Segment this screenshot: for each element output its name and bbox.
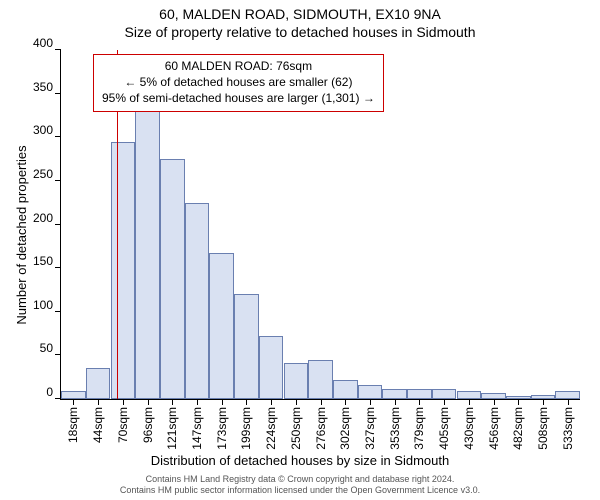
x-tick bbox=[246, 399, 247, 405]
x-tick bbox=[518, 399, 519, 405]
bar bbox=[234, 294, 259, 399]
x-tick-label: 250sqm bbox=[289, 407, 303, 450]
bar bbox=[432, 389, 457, 399]
x-tick bbox=[321, 399, 322, 405]
bar bbox=[333, 380, 358, 399]
footer: Contains HM Land Registry data © Crown c… bbox=[0, 474, 600, 496]
x-tick-label: 508sqm bbox=[536, 407, 550, 450]
bar bbox=[160, 159, 185, 399]
bar bbox=[457, 391, 482, 399]
x-tick bbox=[123, 399, 124, 405]
bar bbox=[407, 389, 432, 399]
x-tick bbox=[296, 399, 297, 405]
bar bbox=[259, 336, 284, 399]
x-tick bbox=[197, 399, 198, 405]
x-tick-label: 173sqm bbox=[215, 407, 229, 450]
footer-line1: Contains HM Land Registry data © Crown c… bbox=[0, 474, 600, 485]
y-axis-label: Number of detached properties bbox=[14, 50, 29, 420]
x-tick bbox=[370, 399, 371, 405]
x-tick-label: 456sqm bbox=[487, 407, 501, 450]
x-tick-label: 327sqm bbox=[363, 407, 377, 450]
x-tick-label: 302sqm bbox=[338, 407, 352, 450]
x-tick bbox=[73, 399, 74, 405]
x-tick-label: 96sqm bbox=[141, 407, 155, 443]
x-tick-label: 533sqm bbox=[561, 407, 575, 450]
y-tick-label: 200 bbox=[17, 211, 53, 225]
bar bbox=[86, 368, 111, 399]
bar bbox=[61, 391, 86, 399]
x-tick bbox=[543, 399, 544, 405]
x-tick-label: 147sqm bbox=[190, 407, 204, 450]
x-tick-label: 70sqm bbox=[116, 407, 130, 443]
y-tick-label: 250 bbox=[17, 167, 53, 181]
plot-area: 050100150200250300350400 60 MALDEN ROAD:… bbox=[60, 50, 580, 400]
x-tick bbox=[444, 399, 445, 405]
bar bbox=[185, 203, 210, 399]
y-tick-label: 300 bbox=[17, 123, 53, 137]
bar bbox=[308, 360, 333, 399]
x-tick-label: 430sqm bbox=[462, 407, 476, 450]
y-tick-label: 0 bbox=[17, 385, 53, 399]
chart-container: 60, MALDEN ROAD, SIDMOUTH, EX10 9NA Size… bbox=[0, 0, 600, 500]
y-tick-label: 350 bbox=[17, 80, 53, 94]
x-tick bbox=[345, 399, 346, 405]
y-tick-label: 150 bbox=[17, 254, 53, 268]
annotation-line1: 60 MALDEN ROAD: 76sqm bbox=[102, 58, 375, 74]
x-tick-label: 353sqm bbox=[388, 407, 402, 450]
x-tick bbox=[469, 399, 470, 405]
x-tick-label: 379sqm bbox=[412, 407, 426, 450]
chart-title-line1: 60, MALDEN ROAD, SIDMOUTH, EX10 9NA bbox=[0, 6, 600, 22]
footer-line2: Contains HM public sector information li… bbox=[0, 485, 600, 496]
bar bbox=[555, 391, 580, 399]
x-tick bbox=[395, 399, 396, 405]
y-tick-label: 100 bbox=[17, 298, 53, 312]
x-tick-label: 121sqm bbox=[165, 407, 179, 450]
x-tick-label: 224sqm bbox=[264, 407, 278, 450]
annotation-box: 60 MALDEN ROAD: 76sqm ← 5% of detached h… bbox=[93, 54, 384, 112]
x-tick bbox=[271, 399, 272, 405]
y-tick-label: 400 bbox=[17, 36, 53, 50]
bar bbox=[382, 389, 407, 399]
x-tick-label: 44sqm bbox=[91, 407, 105, 443]
bar bbox=[135, 102, 160, 399]
x-tick bbox=[494, 399, 495, 405]
x-tick bbox=[419, 399, 420, 405]
x-tick bbox=[98, 399, 99, 405]
bar bbox=[358, 385, 383, 399]
x-tick bbox=[148, 399, 149, 405]
x-tick-label: 405sqm bbox=[437, 407, 451, 450]
bar bbox=[209, 253, 234, 399]
annotation-line3: 95% of semi-detached houses are larger (… bbox=[102, 90, 375, 106]
bar bbox=[111, 142, 136, 399]
chart-title-line2: Size of property relative to detached ho… bbox=[0, 24, 600, 40]
y-tick-label: 50 bbox=[17, 341, 53, 355]
x-axis-label: Distribution of detached houses by size … bbox=[0, 453, 600, 468]
x-tick-label: 482sqm bbox=[511, 407, 525, 450]
annotation-line2: ← 5% of detached houses are smaller (62) bbox=[102, 74, 375, 90]
x-tick-label: 199sqm bbox=[239, 407, 253, 450]
bar bbox=[284, 363, 309, 399]
x-tick bbox=[568, 399, 569, 405]
x-tick bbox=[222, 399, 223, 405]
x-tick-label: 276sqm bbox=[314, 407, 328, 450]
x-tick bbox=[172, 399, 173, 405]
x-tick-label: 18sqm bbox=[66, 407, 80, 443]
